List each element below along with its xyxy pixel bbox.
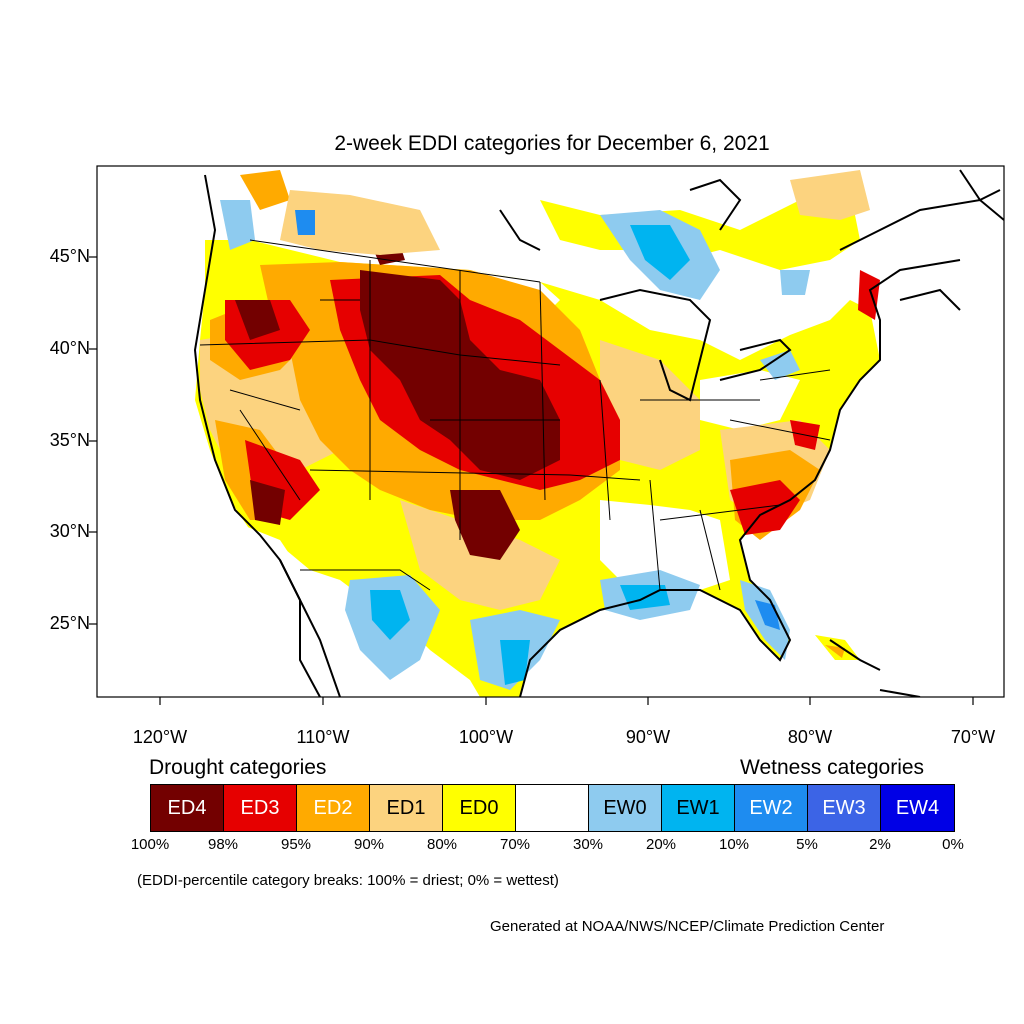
state-boundaries <box>199 239 831 591</box>
lon-ticks <box>159 697 974 705</box>
wetness-heading: Wetness categories <box>740 756 925 779</box>
legend-cell-ed1: ED1 <box>370 785 443 831</box>
lat-ticks <box>89 256 97 625</box>
break-label: 70% <box>499 836 531 853</box>
lat-label: 45°N <box>49 246 90 266</box>
break-label: 80% <box>426 836 458 853</box>
lon-label: 100°W <box>458 727 514 747</box>
break-label: 100% <box>130 836 170 853</box>
category-legend: ED4 ED3 ED2 ED1 ED0 EW0 EW1 EW2 EW3 EW4 <box>150 784 955 832</box>
map-frame <box>96 165 1005 698</box>
break-label: 95% <box>280 836 312 853</box>
legend-cell-ed3: ED3 <box>224 785 297 831</box>
legend-cell-ed2: ED2 <box>297 785 370 831</box>
lon-label: 80°W <box>787 727 833 747</box>
break-label: 10% <box>718 836 750 853</box>
legend-cell-normal <box>516 785 589 831</box>
lat-label: 30°N <box>49 521 90 541</box>
break-label: 0% <box>942 836 964 853</box>
lat-label: 35°N <box>49 430 90 450</box>
legend-cell-ew1: EW1 <box>662 785 735 831</box>
legend-cell-ed4: ED4 <box>151 785 224 831</box>
lon-label: 70°W <box>950 727 996 747</box>
lon-label: 90°W <box>625 727 671 747</box>
break-label: 20% <box>645 836 677 853</box>
lat-label: 25°N <box>49 613 90 633</box>
break-label: 30% <box>572 836 604 853</box>
lon-label: 120°W <box>132 727 188 747</box>
coastlines <box>193 169 1004 697</box>
break-label: 5% <box>796 836 818 853</box>
break-label: 98% <box>207 836 239 853</box>
credit-line: Generated at NOAA/NWS/NCEP/Climate Predi… <box>490 918 885 935</box>
legend-cell-ed0: ED0 <box>443 785 516 831</box>
map-title: 2-week EDDI categories for December 6, 2… <box>334 132 770 155</box>
break-label: 2% <box>869 836 891 853</box>
legend-cell-ew0: EW0 <box>589 785 662 831</box>
legend-cell-ew3: EW3 <box>808 785 881 831</box>
legend-cell-ew2: EW2 <box>735 785 808 831</box>
category-note: (EDDI-percentile category breaks: 100% =… <box>137 872 559 889</box>
lon-label: 110°W <box>296 727 350 747</box>
drought-heading: Drought categories <box>149 756 327 779</box>
lat-label: 40°N <box>49 338 90 358</box>
legend-cell-ew4: EW4 <box>881 785 954 831</box>
break-label: 90% <box>353 836 385 853</box>
